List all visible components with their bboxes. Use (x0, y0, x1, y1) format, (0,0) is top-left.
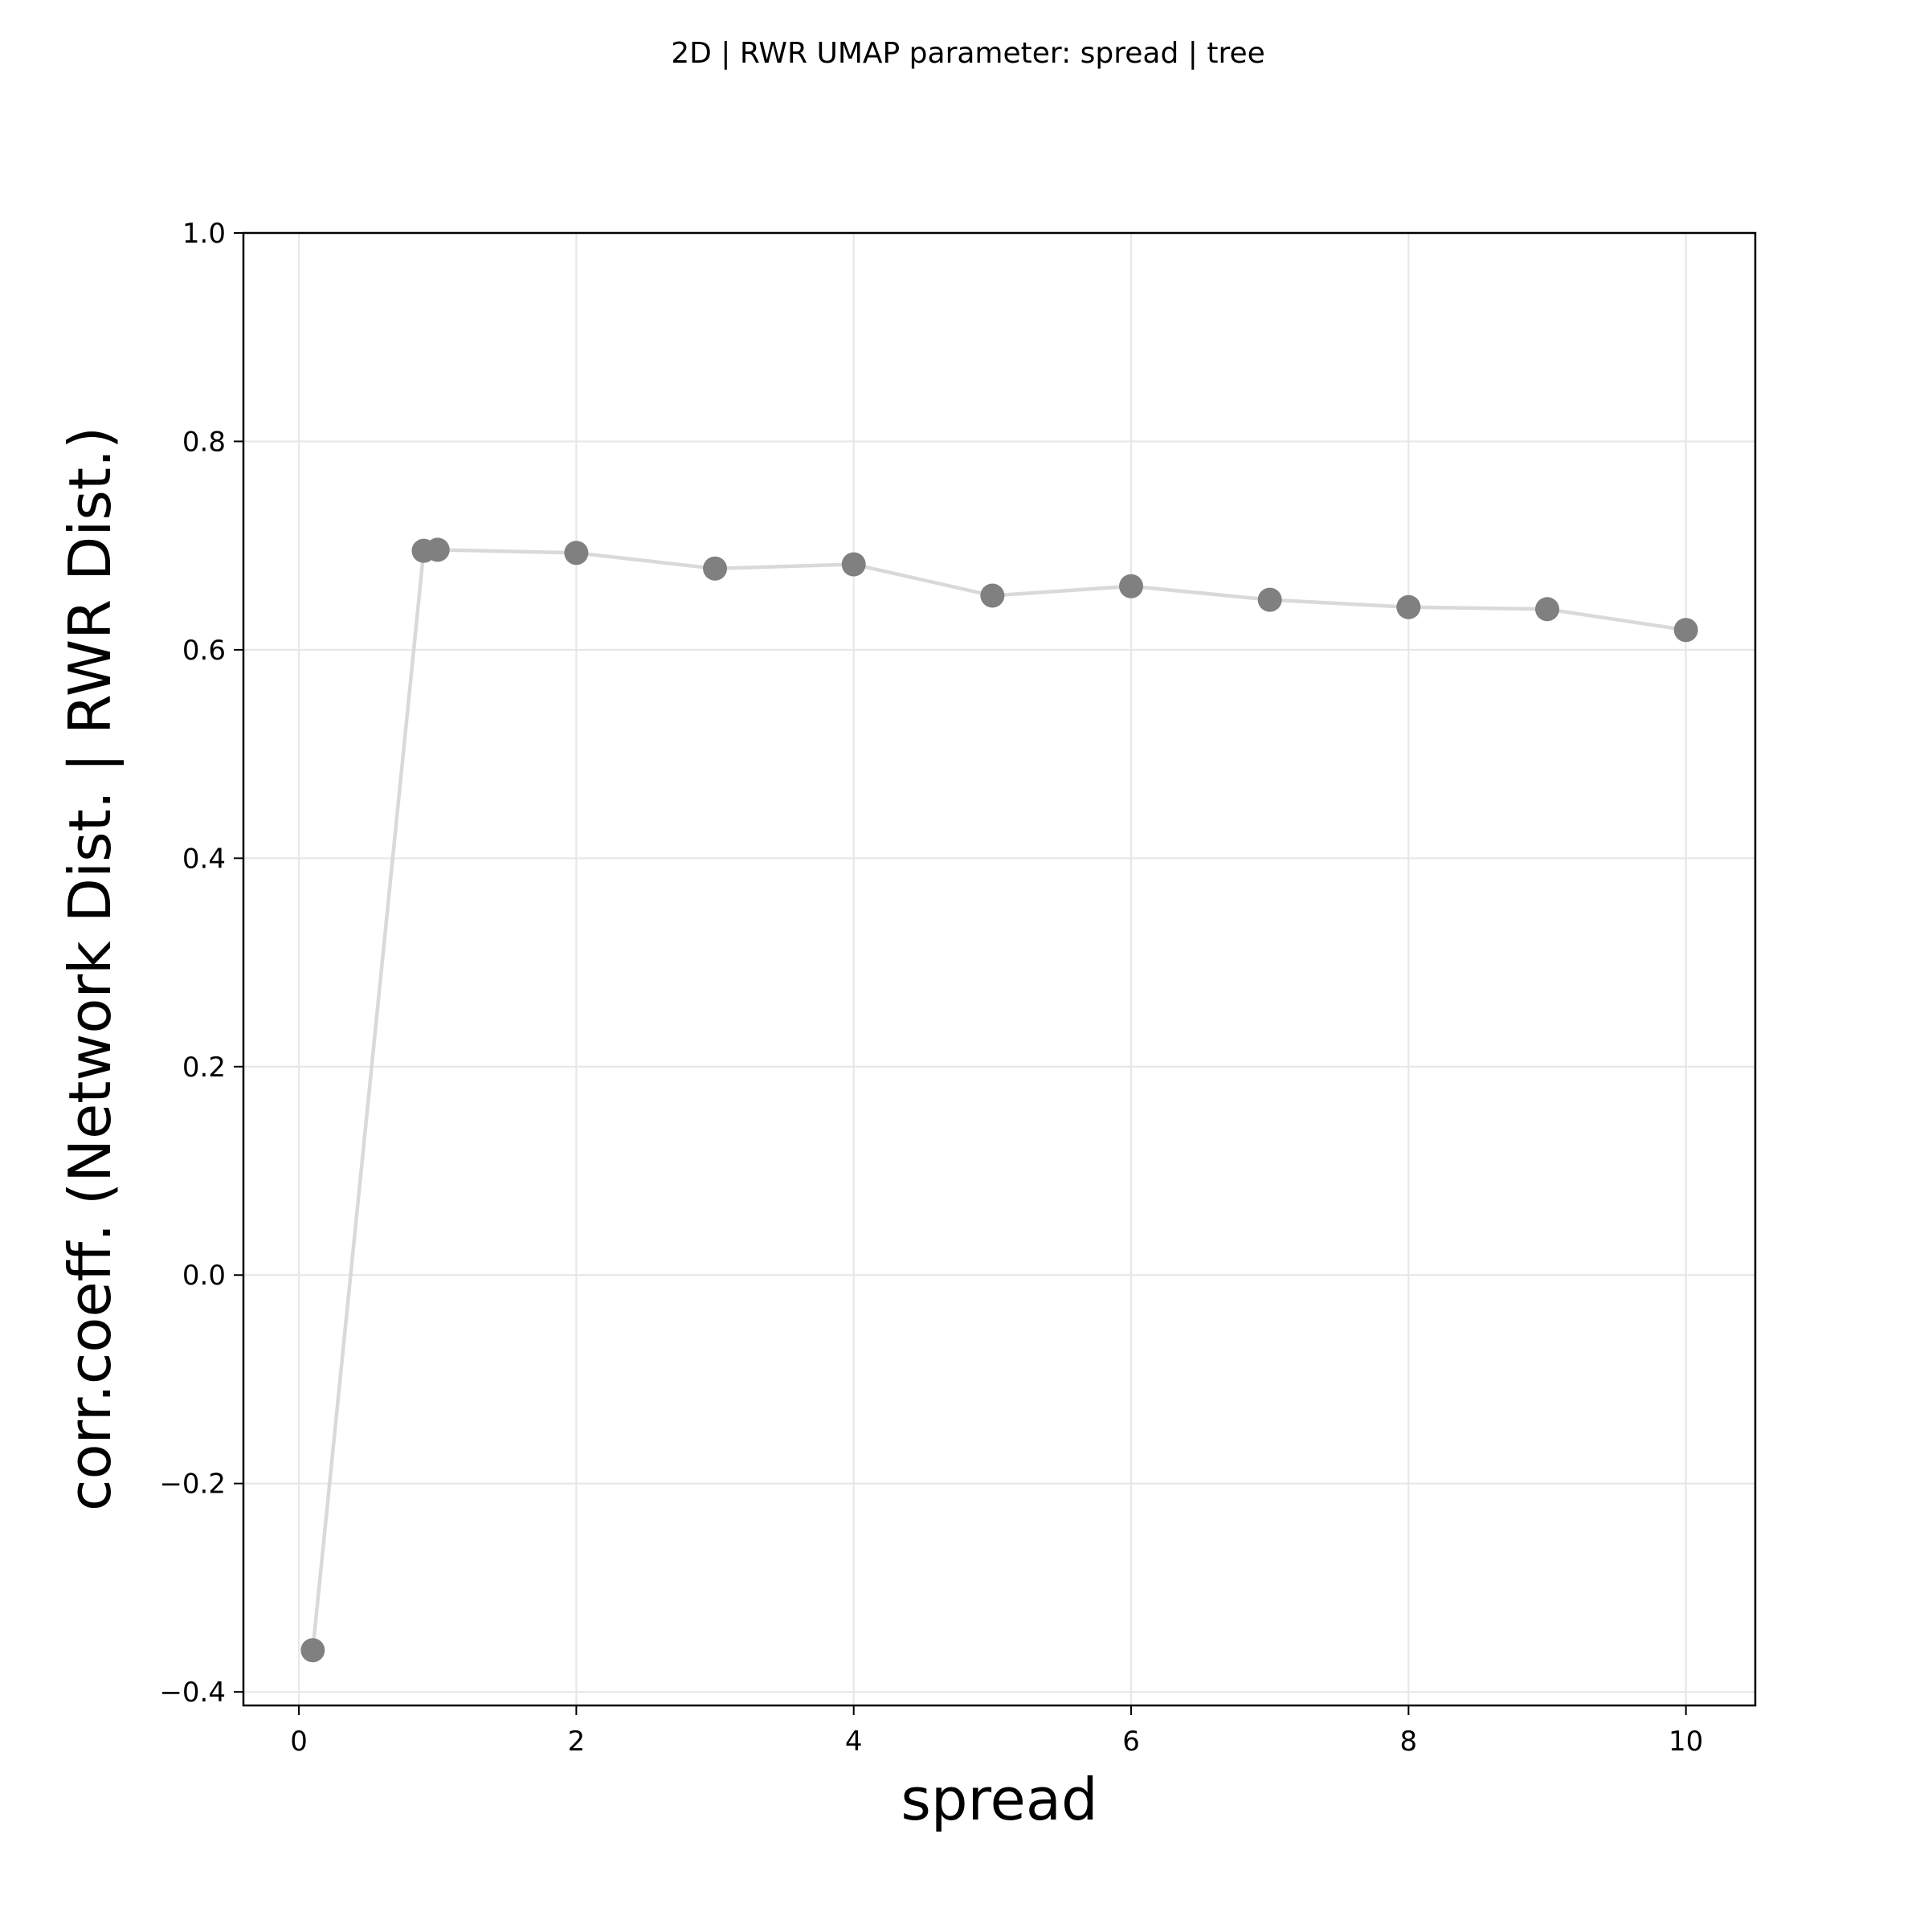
data-point (841, 552, 866, 577)
plot-frame (242, 231, 1757, 1707)
x-tick-label: 8 (1400, 1726, 1418, 1758)
data-point (980, 583, 1005, 608)
x-axis-label: spread (901, 1766, 1097, 1833)
x-tick-label: 6 (1122, 1726, 1140, 1758)
y-tick-label: 0.4 (182, 843, 226, 875)
x-tick-label: 4 (845, 1726, 863, 1758)
data-point (1535, 597, 1560, 622)
data-point (1119, 574, 1144, 598)
y-tick-label: −0.4 (159, 1677, 226, 1709)
grid-lines (243, 232, 1755, 1705)
data-point (300, 1638, 325, 1663)
y-tick-label: 1.0 (182, 218, 226, 250)
chart-title: 2D | RWR UMAP parameter: spread | tree (671, 37, 1265, 70)
data-series (300, 537, 1698, 1663)
axis-ticks: 0 2 4 6 8 10 −0.4 −0.2 0.0 0.2 0.4 0.6 0.8 1.0 (159, 218, 1703, 1758)
x-tick-label: 0 (290, 1726, 308, 1758)
y-axis-label: corr.coeff. (Network Dist. | RWR Dist.) (56, 427, 125, 1511)
y-tick-label: −0.2 (159, 1468, 226, 1501)
y-tick-label: 0.6 (182, 635, 226, 667)
data-point (703, 556, 728, 581)
data-point (1673, 618, 1698, 643)
data-point (1257, 587, 1282, 612)
x-tick-label: 2 (568, 1726, 586, 1758)
y-tick-label: 0.8 (182, 426, 226, 458)
x-tick-label: 10 (1669, 1726, 1703, 1758)
data-point (425, 537, 450, 562)
y-tick-label: 0.2 (182, 1052, 226, 1084)
series-line (311, 548, 1687, 1651)
data-point (1396, 594, 1421, 619)
data-point (564, 541, 589, 566)
y-tick-label: 0.0 (182, 1260, 226, 1292)
